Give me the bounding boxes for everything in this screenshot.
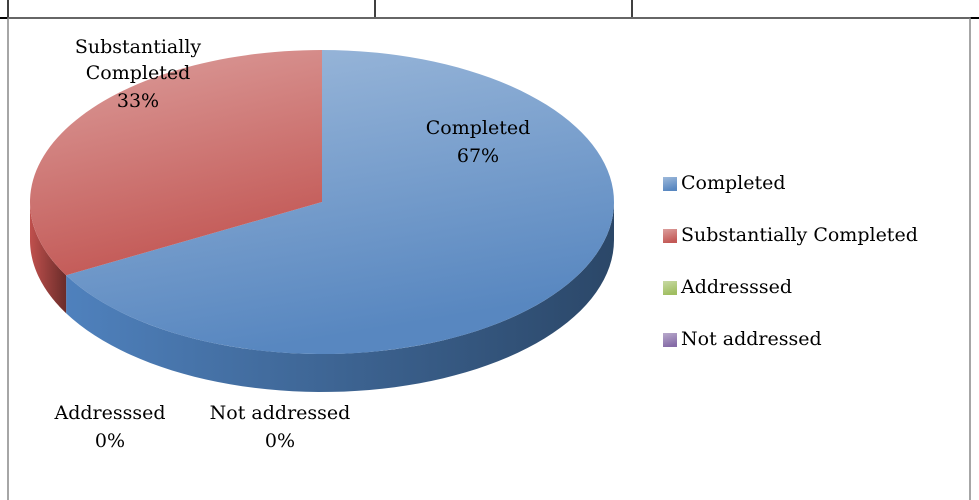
legend-label: Addresssed — [680, 276, 792, 298]
label-line: Substantially — [75, 36, 202, 58]
legend-label: Not addressed — [681, 328, 822, 350]
legend-swatch — [663, 333, 677, 347]
pie-slice — [66, 50, 614, 354]
chart-frame — [7, 17, 971, 500]
legend-swatch — [663, 229, 677, 243]
label-line: Completed — [86, 62, 191, 84]
data-label-value: 67% — [457, 145, 499, 167]
pie-side — [30, 202, 67, 314]
data-label: Completed — [426, 117, 531, 139]
pie-slice — [29, 50, 323, 276]
data-label-value: 33% — [117, 90, 159, 112]
data-label: Not addressed — [210, 402, 351, 424]
data-label-value: 0% — [265, 430, 295, 452]
legend-swatch — [663, 177, 677, 191]
data-label: Addresssed — [53, 402, 165, 424]
data-label-value: 0% — [95, 430, 125, 452]
pie-side — [66, 202, 614, 392]
legend-label: Substantially Completed — [681, 224, 918, 246]
data-label: Substantially Completed — [75, 36, 202, 84]
legend-label: Completed — [681, 172, 786, 194]
legend-swatch — [663, 281, 677, 295]
